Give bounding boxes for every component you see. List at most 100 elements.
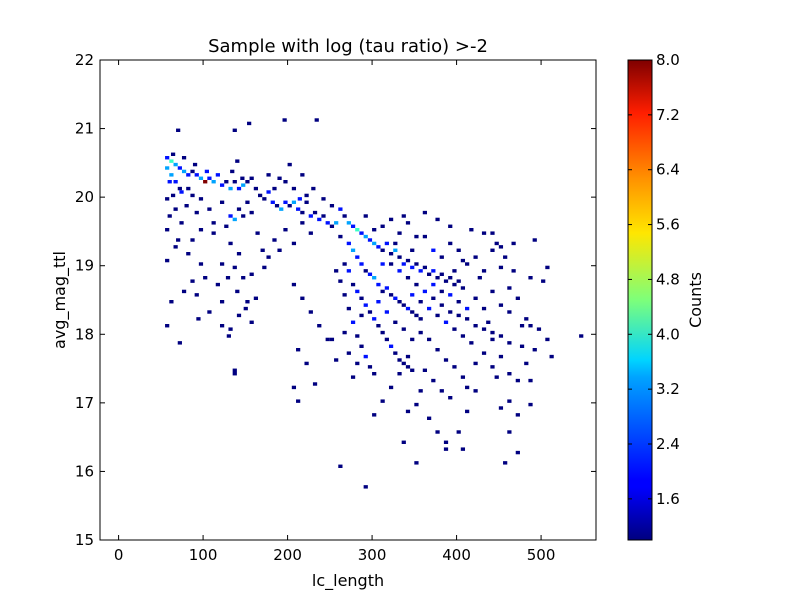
- heatmap-cell: [456, 430, 461, 434]
- heatmap-cell: [414, 402, 419, 407]
- heatmap-cell: [350, 320, 356, 324]
- heatmap-cell: [541, 279, 546, 283]
- heatmap-cell: [545, 337, 550, 342]
- heatmap-cell: [314, 118, 319, 122]
- heatmap-cell: [507, 286, 512, 290]
- heatmap-cell: [232, 265, 237, 270]
- heatmap-cell: [401, 303, 406, 307]
- heatmap-cell: [224, 180, 229, 184]
- heatmap-cell: [427, 272, 432, 276]
- heatmap-cell: [338, 279, 343, 283]
- heatmap-cell: [350, 282, 356, 287]
- heatmap-cell: [443, 279, 449, 283]
- heatmap-cell: [317, 217, 322, 222]
- heatmap-cell: [346, 221, 351, 225]
- heatmap-cell: [380, 330, 385, 335]
- heatmap-cell: [439, 272, 444, 276]
- heatmap-cell: [473, 389, 478, 393]
- heatmap-cell: [194, 173, 199, 177]
- heatmap-cell: [329, 204, 335, 208]
- heatmap-cell: [363, 234, 368, 239]
- heatmap-cell: [410, 368, 415, 372]
- heatmap-cell: [165, 197, 170, 201]
- heatmap-cell: [255, 231, 260, 235]
- heatmap-cell: [235, 289, 240, 294]
- heatmap-cell: [410, 265, 415, 270]
- heatmap-cell: [181, 289, 187, 294]
- heatmap-cell: [460, 258, 466, 263]
- heatmap-cell: [277, 248, 282, 252]
- heatmap-cell: [359, 313, 364, 318]
- heatmap-cell: [198, 176, 204, 180]
- heatmap-cell: [232, 180, 237, 184]
- heatmap-cell: [414, 461, 419, 465]
- heatmap-cell: [498, 334, 504, 338]
- heatmap-cell: [384, 310, 389, 314]
- heatmap-cell: [165, 156, 170, 160]
- heatmap-cell: [186, 173, 191, 177]
- heatmap-cell: [249, 210, 254, 215]
- heatmap-cell: [519, 324, 525, 328]
- heatmap-cell: [173, 162, 178, 167]
- heatmap-cell: [477, 276, 482, 280]
- heatmap-cell: [274, 204, 280, 208]
- heatmap-cell: [448, 276, 453, 280]
- heatmap-cell: [456, 313, 461, 318]
- heatmap-cells: [165, 118, 584, 489]
- heatmap-cell: [219, 262, 225, 266]
- heatmap-cell: [393, 320, 398, 324]
- colorbar-tick-label: 1.6: [656, 490, 680, 508]
- heatmap-cell: [481, 351, 487, 355]
- heatmap-cell: [296, 207, 301, 211]
- heatmap-cell: [515, 296, 520, 300]
- heatmap-cell: [456, 279, 461, 283]
- heatmap-cell: [346, 241, 351, 246]
- heatmap-cell: [376, 324, 381, 328]
- heatmap-cell: [350, 375, 356, 379]
- heatmap-cell: [388, 344, 394, 348]
- heatmap-cell: [414, 282, 419, 287]
- heatmap-cell: [443, 440, 449, 444]
- heatmap-cell: [435, 430, 440, 434]
- heatmap-cell: [308, 214, 313, 218]
- heatmap-cell: [241, 276, 246, 280]
- colorbar-tick-label: 2.4: [656, 435, 680, 453]
- heatmap-cell: [422, 368, 427, 372]
- heatmap-cell: [338, 464, 343, 468]
- heatmap-cell: [469, 341, 474, 345]
- heatmap-cell: [204, 169, 209, 174]
- y-tick-label: 16: [75, 462, 94, 480]
- heatmap-cell: [401, 440, 406, 444]
- heatmap-cell: [300, 210, 305, 215]
- heatmap-cell: [435, 313, 440, 318]
- heatmap-cell: [342, 330, 347, 335]
- y-axis-ticks: 15 16 17 18 19 20 21 22: [75, 51, 596, 549]
- heatmap-cell: [219, 324, 225, 328]
- heatmap-cell: [401, 262, 406, 266]
- colorbar-label: Counts: [686, 272, 705, 328]
- heatmap-cell: [448, 396, 453, 400]
- colorbar-tick-label: 5.6: [656, 216, 680, 234]
- heatmap-cell: [300, 221, 305, 225]
- heatmap-cell: [380, 248, 385, 252]
- colorbar-tick-label: 8.0: [656, 51, 680, 69]
- heatmap-cell: [211, 221, 216, 225]
- heatmap-cell: [207, 310, 212, 314]
- heatmap-cell: [329, 337, 335, 342]
- heatmap-cell: [224, 224, 229, 228]
- heatmap-cell: [431, 296, 436, 300]
- heatmap-cell: [414, 234, 419, 239]
- heatmap-cell: [215, 282, 220, 287]
- heatmap-cell: [367, 238, 373, 242]
- heatmap-cell: [498, 303, 504, 307]
- heatmap-cell: [296, 399, 301, 403]
- heatmap-cell: [380, 289, 385, 294]
- colorbar-tick-label: 7.2: [656, 106, 680, 124]
- heatmap-cell: [380, 262, 385, 266]
- heatmap-cell: [232, 368, 237, 372]
- heatmap-cell: [465, 262, 470, 266]
- heatmap-cell: [346, 306, 351, 311]
- heatmap-cell: [321, 197, 326, 201]
- heatmap-cell: [219, 183, 225, 187]
- heatmap-cell: [549, 354, 554, 359]
